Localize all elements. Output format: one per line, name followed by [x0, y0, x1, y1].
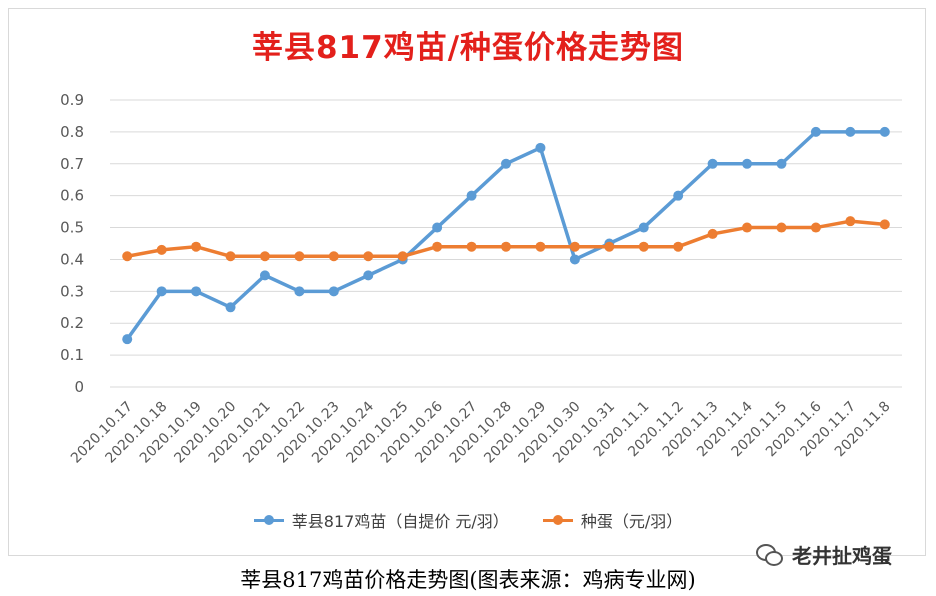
- chart-title: 莘县817鸡苗/种蛋价格走势图: [251, 30, 685, 66]
- y-tick-label: 0.8: [60, 123, 84, 141]
- y-tick-label: 0.7: [60, 155, 84, 173]
- data-point-egg: [397, 251, 408, 262]
- data-point-chick: [673, 190, 684, 201]
- data-point-egg: [466, 241, 477, 252]
- watermark-text: 老井扯鸡蛋: [792, 544, 892, 568]
- legend-item-chick: 莘县817鸡苗（自提价 元/羽）: [253, 508, 509, 532]
- figure-caption: 莘县817鸡苗价格走势图(图表来源：鸡病专业网): [240, 568, 696, 592]
- data-point-chick: [638, 222, 649, 233]
- data-point-egg: [535, 241, 546, 252]
- data-point-chick: [432, 222, 443, 233]
- data-point-egg: [604, 241, 615, 252]
- data-point-egg: [191, 241, 202, 252]
- legend-label-chick: 莘县817鸡苗（自提价 元/羽）: [291, 512, 509, 531]
- data-point-egg: [432, 241, 443, 252]
- data-point-egg: [363, 251, 374, 262]
- data-point-chick: [707, 158, 718, 169]
- data-point-chick: [879, 126, 890, 137]
- data-point-egg: [225, 251, 236, 262]
- data-point-egg: [742, 222, 753, 233]
- data-point-chick: [845, 126, 856, 137]
- watermark: 老井扯鸡蛋: [756, 540, 892, 569]
- data-point-chick: [810, 126, 821, 137]
- y-tick-label: 0.6: [60, 187, 84, 205]
- legend-item-egg: 种蛋（元/羽）: [542, 508, 683, 532]
- chart-legend: 莘县817鸡苗（自提价 元/羽） 种蛋（元/羽）: [0, 508, 936, 532]
- y-tick-label: 0.5: [60, 219, 84, 237]
- legend-swatch-chick: [253, 514, 284, 526]
- data-point-egg: [501, 241, 511, 252]
- legend-label-egg: 种蛋（元/羽）: [580, 512, 683, 531]
- data-point-chick: [225, 302, 236, 313]
- data-point-chick: [742, 158, 753, 169]
- data-point-chick: [156, 286, 167, 297]
- data-point-egg: [122, 251, 133, 262]
- data-point-egg: [673, 241, 684, 252]
- data-point-egg: [810, 222, 821, 233]
- data-point-chick: [569, 254, 580, 265]
- y-tick-label: 0.2: [60, 314, 84, 332]
- data-point-chick: [191, 286, 202, 297]
- data-point-chick: [535, 142, 546, 153]
- data-point-egg: [776, 222, 787, 233]
- data-point-egg: [294, 251, 305, 262]
- data-point-chick: [259, 270, 270, 281]
- legend-swatch-egg: [542, 514, 573, 526]
- line-chart-plot: 00.10.20.30.40.50.60.70.80.92020.10.1720…: [60, 91, 902, 467]
- data-point-egg: [845, 216, 856, 227]
- data-point-egg: [156, 244, 167, 255]
- data-point-egg: [569, 241, 580, 252]
- wechat-icon: [756, 543, 784, 566]
- chart-frame: [8, 8, 926, 556]
- data-point-egg: [638, 241, 649, 252]
- y-tick-label: 0.4: [60, 250, 84, 268]
- data-point-egg: [707, 228, 718, 239]
- y-tick-label: 0.3: [60, 282, 84, 300]
- data-point-chick: [466, 190, 477, 201]
- y-tick-label: 0.1: [60, 346, 84, 364]
- y-tick-label: 0.9: [60, 91, 84, 109]
- data-point-chick: [776, 158, 787, 169]
- data-point-chick: [501, 158, 511, 169]
- data-point-egg: [328, 251, 339, 262]
- data-point-chick: [122, 334, 133, 345]
- data-point-chick: [328, 286, 339, 297]
- y-tick-label: 0: [74, 378, 84, 396]
- data-point-chick: [294, 286, 305, 297]
- data-point-egg: [879, 219, 890, 230]
- data-point-chick: [363, 270, 374, 281]
- data-point-egg: [259, 251, 270, 262]
